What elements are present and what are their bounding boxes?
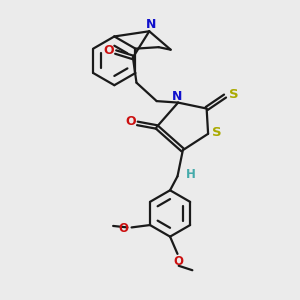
- Text: O: O: [118, 222, 128, 236]
- Text: N: N: [146, 18, 156, 31]
- Text: O: O: [125, 116, 136, 128]
- Text: S: S: [212, 126, 221, 139]
- Text: S: S: [229, 88, 238, 101]
- Text: O: O: [174, 255, 184, 268]
- Text: O: O: [103, 44, 114, 57]
- Text: N: N: [171, 90, 182, 103]
- Text: H: H: [186, 168, 196, 181]
